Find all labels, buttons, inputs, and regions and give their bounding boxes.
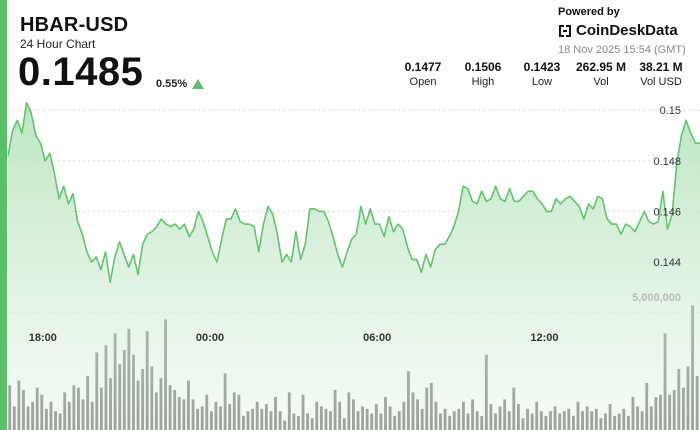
price-tick-label: 0.148 (653, 156, 681, 168)
timestamp: 18 Nov 2025 15:54 (GMT) (558, 44, 686, 56)
price-change: 0.55% (156, 78, 188, 90)
price-axis-labels: 0.15 0.148 0.146 0.144 (653, 105, 681, 269)
time-axis-labels: 18:00 00:00 06:00 12:00 (29, 332, 559, 344)
stat-label: Open (409, 76, 437, 88)
price-tick-label: 0.146 (653, 206, 681, 218)
stat-label: Low (531, 76, 553, 88)
brand-name: CoinDeskData (576, 22, 678, 39)
stat-open: 0.1477 Open (405, 60, 442, 88)
stat-value: 0.1477 (404, 60, 442, 74)
time-tick-label: 18:00 (29, 332, 57, 344)
stat-value: 38.21 M (639, 60, 683, 74)
stat-high: 0.1506 High (465, 60, 502, 88)
up-triangle-icon (192, 79, 204, 89)
stat-value: 0.1506 (464, 60, 502, 74)
stat-vol: 262.95 M Vol (576, 60, 626, 88)
price-area (8, 102, 700, 430)
stat-value: 262.95 M (575, 60, 627, 74)
price-tick-label: 0.144 (653, 257, 681, 269)
current-price: 0.1485 (18, 50, 144, 94)
chart-subtitle: 24 Hour Chart (20, 37, 96, 51)
stat-value: 0.1423 (523, 60, 561, 74)
stat-label: Vol USD (640, 76, 682, 88)
stat-label: Vol (593, 76, 609, 88)
volume-axis-label: 5,000,000 (632, 292, 681, 304)
time-tick-label: 06:00 (363, 332, 391, 344)
stat-vol-usd: 38.21 M Vol USD (639, 60, 682, 88)
price-line (7, 101, 700, 284)
coindesk-logo-icon (558, 24, 572, 38)
price-tick-label: 0.15 (660, 105, 681, 117)
time-tick-label: 12:00 (530, 332, 558, 344)
time-tick-label: 00:00 (196, 332, 224, 344)
accent-bar (0, 0, 7, 430)
powered-by-label: Powered by (558, 6, 620, 18)
brand-logo[interactable]: CoinDeskData (558, 22, 678, 39)
stat-label: High (471, 76, 495, 88)
stat-low: 0.1423 Low (524, 60, 561, 88)
stats-panel: 0.1477 Open 0.1506 High 0.1423 Low 262.9… (396, 60, 696, 92)
symbol-title: HBAR-USD (20, 14, 129, 36)
